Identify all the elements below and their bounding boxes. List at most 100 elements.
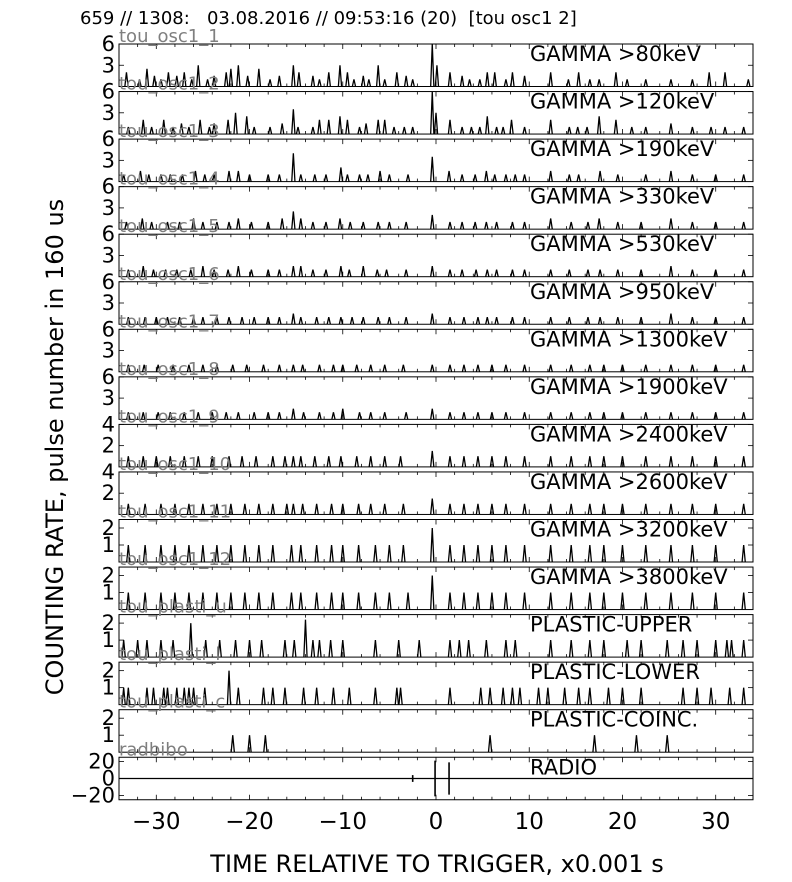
spike-tou_osc1_2 — [126, 126, 131, 135]
spike-tou_osc1_5 — [548, 269, 553, 277]
spike-tou_osc1_7 — [690, 364, 695, 372]
spike-tou_plasti_u — [713, 640, 718, 658]
spike-tou_osc1_3 — [690, 174, 695, 182]
spike-tou_osc1_9 — [398, 456, 403, 467]
spike-tou_osc1_4 — [403, 221, 409, 230]
spike-tou_plasti_c — [634, 735, 639, 753]
spike-tou_osc1_3 — [277, 174, 282, 182]
y-tick-label: −20 — [71, 784, 115, 808]
spike-tou_osc1_10 — [668, 503, 674, 515]
marker-label: tou_osc1_2 — [119, 74, 220, 95]
spike-tou_plasti_u — [466, 640, 471, 658]
spike-tou_osc1_1 — [643, 79, 649, 87]
spike-tou_osc1_7 — [713, 364, 718, 372]
spike-tou_plasti_u — [416, 640, 422, 658]
spike-tou_osc1_3 — [202, 174, 208, 182]
spike-tou_osc1_9 — [489, 456, 495, 467]
spike-tou_osc1_7 — [244, 364, 249, 372]
spike-tou_osc1_12 — [405, 592, 411, 610]
spike-tou_osc1_6 — [298, 317, 304, 325]
spike-tou_osc1_8 — [601, 412, 607, 420]
spike-tou_osc1_2 — [391, 126, 397, 135]
spike-tou_plasti_l — [680, 687, 686, 705]
spike-tou_osc1_2 — [548, 119, 553, 135]
panel-tou_osc1_1 — [118, 43, 754, 87]
panel-label: GAMMA >530keV — [530, 232, 715, 256]
spike-tou_osc1_12 — [256, 592, 262, 610]
spike-tou_plasti_l — [314, 687, 319, 705]
spike-tou_plasti_u — [741, 640, 746, 658]
spike-tou_osc1_12 — [172, 592, 178, 610]
spike-tou_osc1_1 — [236, 65, 241, 87]
spike-tou_osc1_7 — [186, 364, 192, 372]
spike-tou_osc1_8 — [196, 412, 201, 420]
spike-tou_osc1_1 — [245, 75, 250, 87]
spike-tou_osc1_6 — [638, 317, 644, 325]
spike-tou_osc1_5 — [510, 269, 515, 277]
spike-tou_osc1_3 — [298, 174, 304, 182]
spike-tou_osc1_12 — [142, 592, 148, 610]
spike-tou_plasti_l — [151, 687, 156, 705]
spike-tou_plasti_u — [503, 640, 509, 658]
spike-tou_osc1_1 — [205, 79, 210, 87]
spike-tou_osc1_10 — [382, 503, 387, 515]
panel-label: GAMMA >1900keV — [530, 375, 728, 399]
spike-tou_osc1_7 — [741, 364, 746, 372]
spike-tou_osc1_11 — [270, 544, 276, 563]
spike-tou_osc1_11 — [158, 544, 164, 563]
spike-tou_osc1_5 — [597, 269, 603, 277]
spike-tou_osc1_10 — [475, 503, 481, 515]
spike-tou_plasti_l — [165, 687, 170, 705]
spike-tou_osc1_1 — [158, 79, 164, 87]
spike-tou_osc1_8 — [210, 412, 215, 420]
spike-tou_osc1_7 — [261, 364, 266, 372]
y-tick-label: 1 — [102, 723, 115, 747]
spike-tou_osc1_11 — [142, 544, 148, 563]
spike-tou_osc1_11 — [430, 527, 435, 563]
spike-tou_plasti_l — [398, 687, 403, 705]
spike-tou_plasti_l — [741, 687, 746, 705]
spike-tou_osc1_11 — [256, 544, 262, 563]
spike-tou_osc1_11 — [568, 544, 574, 563]
spike-tou_plasti_l — [182, 687, 187, 705]
spike-tou_osc1_5 — [690, 269, 695, 277]
spike-tou_osc1_8 — [587, 412, 593, 420]
spike-tou_osc1_11 — [329, 544, 334, 563]
spike-tou_plasti_l — [620, 687, 625, 705]
spike-tou_osc1_12 — [522, 592, 527, 610]
spike-tou_osc1_12 — [690, 592, 695, 610]
spike-tou_osc1_6 — [615, 317, 621, 325]
spike-tou_plasti_l — [261, 687, 266, 705]
spike-tou_osc1_2 — [410, 126, 415, 135]
spike-tou_osc1_6 — [375, 317, 381, 325]
spike-tou_osc1_12 — [668, 592, 674, 610]
marker-label: radbibo — [119, 739, 188, 760]
spike-tou_plasti_l — [282, 687, 288, 705]
spike-tou_osc1_5 — [298, 265, 304, 277]
spike-tou_osc1_1 — [124, 72, 129, 87]
spike-tou_osc1_1 — [166, 72, 171, 87]
spike-tou_osc1_1 — [277, 75, 282, 87]
spike-tou_osc1_8 — [668, 412, 674, 420]
spike-tou_osc1_4 — [484, 221, 489, 230]
panel-tou_osc1_7 — [118, 328, 754, 373]
spike-tou_osc1_2 — [459, 126, 465, 135]
spike-tou_osc1_11 — [690, 544, 695, 563]
spike-tou_osc1_1 — [326, 72, 332, 87]
spike-tou_osc1_11 — [447, 544, 453, 563]
spike-tou_osc1_3 — [513, 174, 518, 182]
panel-tou_osc1_2 — [118, 91, 754, 135]
spike-tou_osc1_5 — [249, 269, 254, 277]
x-axis-label: TIME RELATIVE TO TRIGGER, x0.001 s — [209, 850, 663, 878]
marker-label: tou_osc1_8 — [119, 359, 220, 380]
spike-tou_osc1_9 — [568, 456, 574, 467]
spike-tou_osc1_8 — [382, 412, 387, 420]
spike-tou_osc1_5 — [277, 269, 282, 277]
spike-tou_osc1_9 — [430, 450, 435, 467]
spike-tou_osc1_2 — [186, 126, 192, 135]
spike-tou_osc1_1 — [137, 79, 142, 87]
spike-tou_osc1_10 — [186, 503, 192, 515]
spike-tou_plasti_l — [500, 687, 506, 705]
spike-tou_osc1_1 — [337, 65, 343, 87]
